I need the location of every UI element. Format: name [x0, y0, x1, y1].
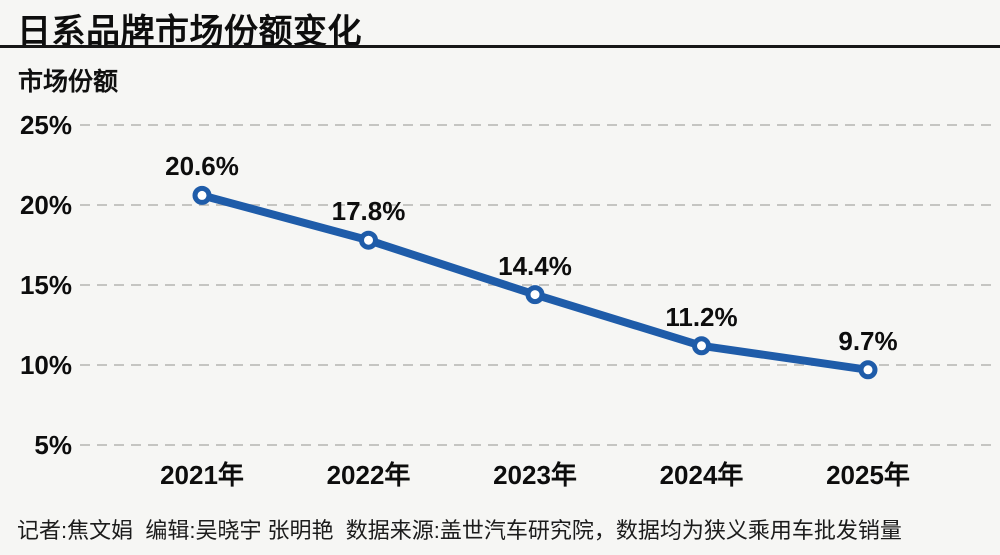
data-point-marker — [692, 336, 711, 356]
page-title: 日系品牌市场份额变化 — [17, 13, 362, 51]
data-point-marker — [192, 185, 212, 205]
data-point-marker — [858, 360, 878, 380]
data-point-label: 20.6% — [165, 151, 239, 182]
data-point-label: 17.8% — [331, 196, 406, 227]
data-point-marker — [525, 285, 545, 305]
markers-group — [192, 185, 878, 380]
x-tick-label: 2024年 — [659, 460, 744, 490]
title-divider — [0, 45, 1000, 48]
x-tick-label: 2023年 — [493, 460, 577, 490]
x-tick-label: 2022年 — [326, 460, 411, 490]
data-point-marker — [359, 230, 378, 250]
y-tick-label: 15% — [19, 270, 72, 300]
footer-credits: 记者:焦文娟 编辑:吴晓宇 张明艳 数据来源:盖世汽车研究院，数据均为狭义乘用车… — [17, 518, 902, 543]
series-line — [198, 191, 872, 374]
data-point-label: 11.2% — [665, 301, 738, 332]
y-axis-label: 市场份额 — [18, 68, 119, 96]
x-tick-label: 2021年 — [160, 460, 244, 490]
series-group — [198, 191, 872, 374]
x-tick-label: 2025年 — [826, 460, 910, 490]
y-tick-label: 10% — [19, 350, 72, 380]
y-tick-label: 20% — [19, 190, 72, 220]
data-point-label: 9.7% — [838, 325, 898, 356]
y-tick-label: 25% — [19, 110, 72, 140]
data-point-label: 14.4% — [498, 250, 572, 281]
y-tick-label: 5% — [34, 430, 72, 460]
